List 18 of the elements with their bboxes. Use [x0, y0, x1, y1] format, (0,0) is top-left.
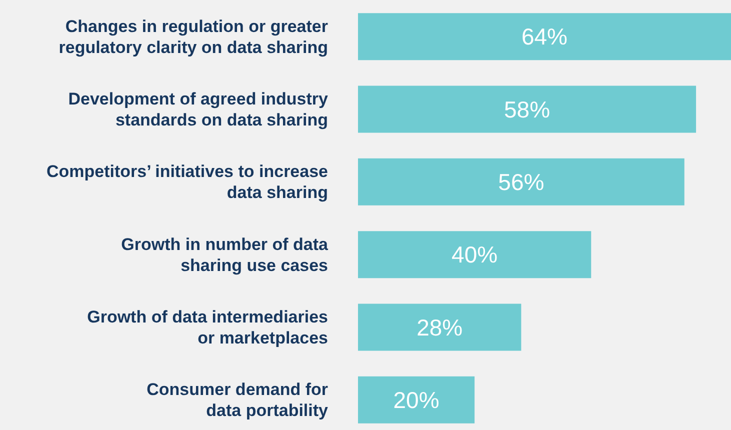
- data-label: 58%: [504, 96, 550, 122]
- data-label: 56%: [498, 169, 544, 196]
- bar: [358, 376, 475, 424]
- data-label: 20%: [393, 387, 440, 414]
- y-tick-label: Changes in regulation or greater regulatory clarity on data sharing: [58, 16, 328, 57]
- bar: [358, 304, 522, 351]
- y-tick-label: Growth in number of data sharing use cases: [121, 234, 329, 275]
- y-tick-label: Growth of data intermediaries or marketplaces: [87, 307, 328, 348]
- bar: [358, 158, 684, 206]
- y-tick-label: Development of agreed industry standards on data sharing: [68, 89, 329, 130]
- y-tick-label: Competitors’ initiatives to increase data sharing: [46, 162, 328, 202]
- data-label: 64%: [521, 24, 568, 50]
- data-label: 40%: [452, 242, 498, 268]
- y-tick-label: Consumer demand for data portability: [146, 380, 329, 420]
- data-label: 28%: [416, 314, 463, 340]
- bar: [358, 231, 592, 278]
- bar: [358, 13, 731, 60]
- bar: [358, 86, 696, 133]
